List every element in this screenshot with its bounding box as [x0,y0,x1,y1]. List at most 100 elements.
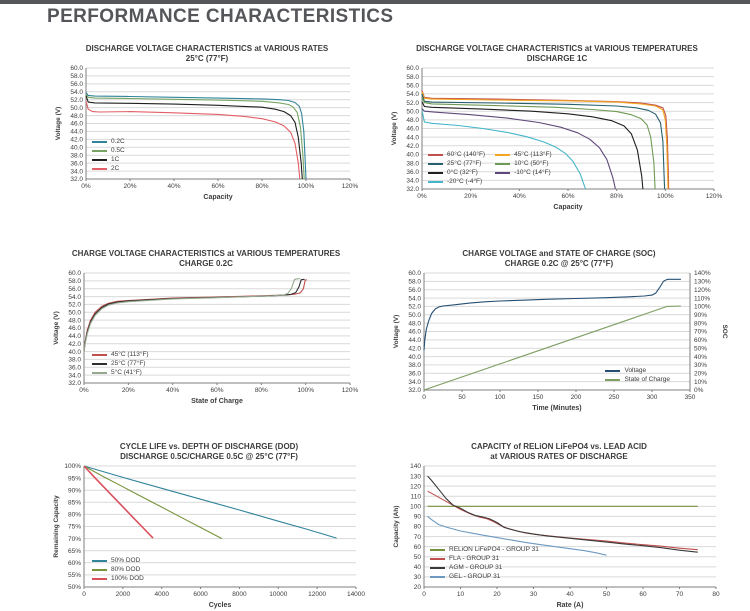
chart-legend: 60°C (140°F) 45°C (113°F) 25°C (77°F) 10°C … [428,151,552,185]
svg-text:70: 70 [414,534,422,541]
svg-text:250: 250 [609,394,620,401]
plot-area: 32.0 34.0 36.0 38.0 40.0 42.0 44.0 46.0 48.0 50.0… [390,269,728,413]
svg-text:40.0: 40.0 [68,349,81,356]
legend-label: FLA - GROUP 31 [449,555,500,562]
chart-legend: 0.2C 0.5C 1C 2C [92,138,125,172]
svg-text:46.0: 46.0 [68,325,81,332]
svg-text:2000: 2000 [116,591,131,598]
svg-text:30: 30 [414,574,422,581]
svg-text:8000: 8000 [232,591,247,598]
legend-item: FLA - GROUP 31 [430,555,539,562]
svg-text:32.0: 32.0 [70,176,83,183]
legend-item: 0.5C [92,147,125,154]
svg-text:38.0: 38.0 [70,152,83,159]
svg-text:40.0: 40.0 [406,152,419,159]
legend-line-swatch [92,362,107,365]
svg-text:110%: 110% [694,295,710,302]
legend-label: 100% DOD [111,575,144,582]
svg-text:120%: 120% [706,193,723,200]
svg-text:40.0: 40.0 [70,144,83,151]
svg-text:46.0: 46.0 [408,329,421,336]
legend-label: 10°C (50°F) [514,160,549,167]
svg-text:40.0: 40.0 [408,354,421,361]
chart-subtitle: DISCHARGE 0.5C/CHARGE 0.5C @ 25°C (77°F) [120,452,298,461]
svg-text:60%: 60% [561,193,574,200]
series-line [427,515,607,556]
svg-text:32.0: 32.0 [406,186,419,193]
svg-text:80%: 80% [255,183,268,190]
svg-text:52.0: 52.0 [70,97,83,104]
legend-label: 80% DOD [111,566,141,573]
plot-svg: 32.034.0 36.0 38.040.0 42.0 44.046.0 48.0 50.0… [391,65,723,211]
svg-text:120%: 120% [342,183,359,190]
legend-line-swatch [605,369,621,372]
svg-text:58.0: 58.0 [406,74,419,81]
svg-text:100: 100 [495,394,506,401]
svg-text:Voltage (V): Voltage (V) [53,311,60,344]
svg-text:60.0: 60.0 [408,270,421,277]
svg-text:90%: 90% [68,487,81,494]
series-line [83,465,223,540]
chart-title: DISCHARGE VOLTAGE CHARACTERISTICS at VAR… [85,44,329,53]
svg-text:Voltage (V): Voltage (V) [55,107,62,140]
svg-text:36.0: 36.0 [406,169,419,176]
legend-label: 45°C (113°F) [514,151,552,158]
svg-text:56.0: 56.0 [408,287,421,294]
series-line [421,110,587,190]
series-line [83,465,154,539]
svg-text:38.0: 38.0 [408,362,421,369]
svg-text:100%: 100% [64,463,81,470]
svg-text:14000: 14000 [347,591,365,598]
legend-item: 2C [92,165,125,172]
svg-text:40%: 40% [513,193,526,200]
svg-text:60%: 60% [694,337,707,344]
svg-text:100%: 100% [297,387,314,394]
svg-text:12000: 12000 [308,591,326,598]
svg-text:100%: 100% [657,193,674,200]
legend-label: State of Charge [624,376,670,383]
chart-title: CHARGE VOLTAGE and STATE OF CHARGE (SOC) [462,249,656,258]
svg-text:140: 140 [410,463,421,470]
legend-line-swatch [430,548,445,551]
svg-text:Voltage (V): Voltage (V) [391,112,398,145]
svg-text:0%: 0% [694,387,704,394]
legend-line-swatch [92,167,107,170]
chart-charge-voltage-temperatures: CHARGE VOLTAGE CHARACTERISTICS at VARIOU… [50,249,362,406]
legend-line-swatch [495,171,511,174]
svg-text:110: 110 [411,493,422,500]
svg-text:50: 50 [458,394,466,401]
chart-cycle-life-dod: CYCLE LIFE vs. DEPTH OF DISCHARGE (DOD) … [50,442,368,610]
legend-item: 100% DOD [92,575,144,582]
legend-label: 45°C (113°F) [111,351,149,358]
svg-text:20%: 20% [464,193,477,200]
svg-text:36.0: 36.0 [68,364,81,371]
svg-text:6000: 6000 [193,591,208,598]
legend-line-swatch [92,371,107,374]
svg-text:48.0: 48.0 [68,317,81,324]
svg-text:20%: 20% [694,370,707,377]
plot-area: 20 30 40 50 60 70 80 90 100 110 120 130 140 0 10 20 30 40… [390,462,728,610]
svg-text:55%: 55% [68,572,81,579]
svg-text:70%: 70% [694,329,707,336]
svg-text:20: 20 [414,584,422,591]
top-accent-bar [0,0,750,4]
legend-label: 25°C (77°F) [447,160,482,167]
legend-line-swatch [430,557,445,560]
svg-text:34.0: 34.0 [406,178,419,185]
legend-item: State of Charge [605,376,670,383]
chart-legend: Voltage State of Charge [605,367,670,383]
svg-text:32.0: 32.0 [408,387,421,394]
legend-line-swatch [92,568,107,571]
svg-text:46.0: 46.0 [406,126,419,133]
series-line [83,465,337,539]
svg-text:60.0: 60.0 [68,270,81,277]
legend-item: 80% DOD [92,566,144,573]
svg-text:60.0: 60.0 [406,65,419,72]
svg-text:0%: 0% [81,183,91,190]
svg-text:50%: 50% [68,584,81,591]
svg-text:20%: 20% [122,387,135,394]
legend-label: 0°C (32°F) [447,169,478,176]
legend-item: -10°C (14°F) [495,169,552,176]
svg-text:30%: 30% [694,362,707,369]
svg-text:34.0: 34.0 [408,379,421,386]
